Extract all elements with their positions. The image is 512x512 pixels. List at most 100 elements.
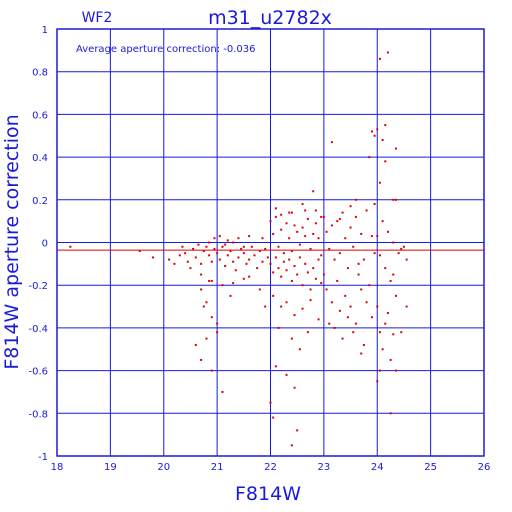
y-tick-label: 0.4 [32, 153, 48, 164]
x-tick-label: 20 [157, 462, 170, 473]
data-point [306, 218, 309, 221]
data-point [221, 284, 224, 287]
data-point [314, 222, 317, 225]
data-point [189, 267, 192, 270]
data-point [314, 209, 317, 212]
data-point [376, 380, 379, 383]
data-point [370, 235, 373, 238]
y-axis-label: F814W aperture correction [1, 114, 23, 369]
data-point [277, 267, 280, 270]
data-point [280, 275, 283, 278]
x-tick-label: 26 [478, 462, 491, 473]
data-point [341, 211, 344, 214]
data-point [304, 262, 307, 265]
data-point [178, 254, 181, 257]
data-point [317, 258, 320, 261]
data-point [202, 250, 205, 253]
data-point [402, 245, 405, 248]
data-point [357, 262, 360, 265]
data-point [240, 247, 243, 250]
data-point [378, 369, 381, 372]
data-point [210, 260, 213, 263]
data-point [301, 307, 304, 310]
data-point [210, 369, 213, 372]
data-point [250, 245, 253, 248]
data-point [269, 262, 272, 265]
data-point [290, 250, 293, 253]
data-point [173, 262, 176, 265]
data-point [293, 314, 296, 317]
data-point [384, 267, 387, 270]
y-tick-label: -1 [38, 452, 48, 463]
data-point [349, 205, 352, 208]
data-point [213, 237, 216, 240]
data-point [298, 256, 301, 259]
data-point [200, 288, 203, 291]
data-point [208, 279, 211, 282]
data-point [312, 267, 315, 270]
data-point [354, 215, 357, 218]
y-tick-label: -0.2 [28, 281, 48, 292]
grid [56, 28, 485, 457]
data-point [285, 301, 288, 304]
data-point [392, 198, 395, 201]
data-point [354, 322, 357, 325]
data-point [288, 211, 291, 214]
data-point [378, 254, 381, 257]
data-point [325, 230, 328, 233]
y-tick-label: -0.8 [28, 409, 48, 420]
data-point [194, 343, 197, 346]
data-point [226, 239, 229, 242]
data-point [368, 284, 371, 287]
data-point [232, 282, 235, 285]
data-point [306, 271, 309, 274]
data-point [333, 258, 336, 261]
data-point [272, 416, 275, 419]
data-point [336, 220, 339, 223]
data-point [237, 256, 240, 259]
data-point [392, 333, 395, 336]
data-point [320, 282, 323, 285]
data-point [280, 213, 283, 216]
data-point [258, 250, 261, 253]
data-point [237, 237, 240, 240]
data-point [373, 203, 376, 206]
data-point [205, 301, 208, 304]
data-point [309, 299, 312, 302]
data-point [312, 232, 315, 235]
data-point [266, 256, 269, 259]
data-point [205, 245, 208, 248]
data-point [386, 230, 389, 233]
data-point [370, 130, 373, 133]
data-point [376, 235, 379, 238]
data-point [301, 284, 304, 287]
data-point [280, 305, 283, 308]
data-point [386, 311, 389, 314]
x-tick-label: 22 [264, 462, 277, 473]
data-point [365, 301, 368, 304]
data-point [274, 207, 277, 210]
data-point [242, 245, 245, 248]
data-point [304, 235, 307, 238]
data-point [352, 331, 355, 334]
data-point [242, 252, 245, 255]
data-point [277, 326, 280, 329]
data-point [365, 209, 368, 212]
data-point [232, 241, 235, 244]
data-point [282, 252, 285, 255]
data-point [282, 260, 285, 263]
data-point [320, 254, 323, 257]
data-point [338, 218, 341, 221]
y-tick-label: 0.6 [32, 110, 48, 121]
data-point [258, 288, 261, 291]
data-points [69, 51, 408, 447]
data-point [322, 215, 325, 218]
data-point [296, 429, 299, 432]
data-point [261, 237, 264, 240]
data-point [232, 260, 235, 263]
data-point [314, 277, 317, 280]
data-point [248, 275, 251, 278]
data-point [320, 215, 323, 218]
data-point [229, 250, 232, 253]
data-point [368, 156, 371, 159]
